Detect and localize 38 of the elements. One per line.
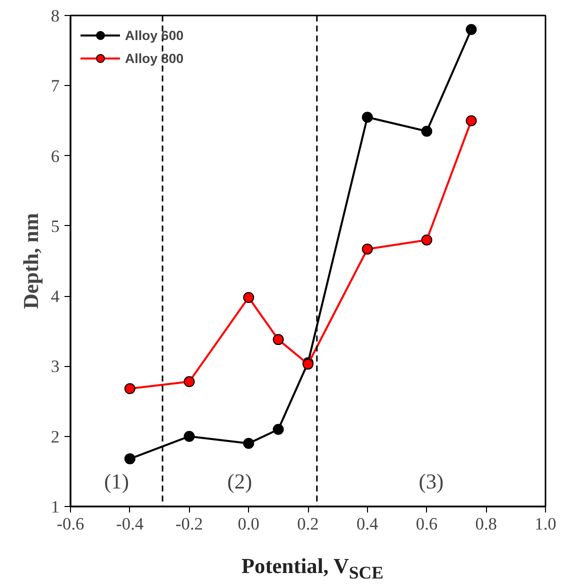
annotation: (3) (418, 470, 444, 494)
point (272, 334, 284, 346)
point (243, 292, 254, 303)
y-tick-label: 5 (50, 216, 60, 236)
point (466, 24, 477, 36)
x-tick-label: 0.4 (356, 514, 379, 534)
point (466, 115, 477, 126)
y-tick-label: 6 (50, 146, 60, 166)
point (421, 234, 432, 246)
x-tick-label: 0.8 (475, 514, 497, 534)
legend-label: Alloy 800 (125, 50, 184, 66)
point (362, 112, 373, 123)
x-tick-label: -0.4 (116, 514, 144, 534)
point (124, 453, 136, 464)
y-tick-label: 1 (50, 498, 60, 516)
y-tick-label: 3 (50, 357, 60, 376)
y-tick-label: 4 (50, 287, 60, 306)
y-axis-title: Depth, nm (18, 212, 43, 309)
x-tick-label: 0.0 (238, 514, 260, 534)
point (243, 438, 254, 449)
x-tick-label: -0.2 (176, 514, 203, 534)
point (184, 430, 195, 442)
legend-label: Alloy 600 (125, 28, 184, 42)
y-tick-label: 2 (50, 427, 60, 446)
x-tick-label: -0.6 (56, 514, 85, 534)
point (362, 244, 373, 255)
point (184, 376, 195, 388)
y-tick-label: 7 (50, 76, 60, 96)
y-tick-label: 8 (50, 6, 60, 26)
point (124, 383, 136, 394)
annotation: (2) (227, 470, 252, 494)
point (421, 126, 432, 137)
x-tick-label: 1.0 (534, 514, 556, 534)
x-axis-title: Potential, V$_{SCE}$ (242, 553, 384, 584)
x-tick-label: 0.6 (416, 514, 438, 534)
annotation: (1) (104, 470, 129, 494)
x-tick-label: 0.2 (297, 514, 319, 534)
point (272, 424, 284, 435)
